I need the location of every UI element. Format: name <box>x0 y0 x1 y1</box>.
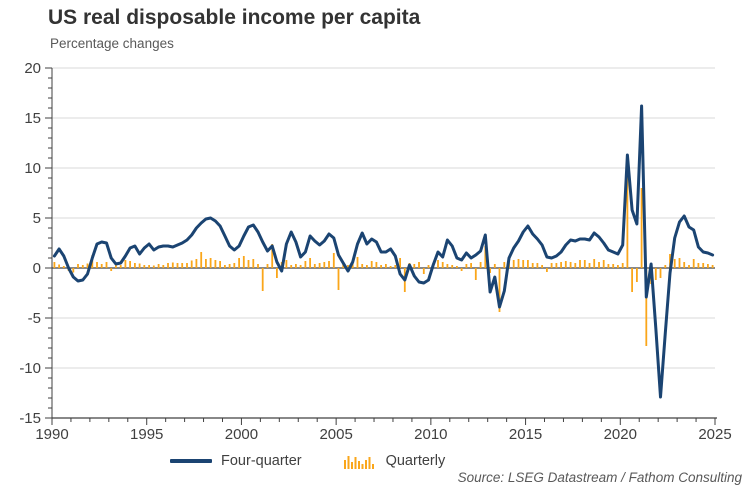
chart-subtitle: Percentage changes <box>50 36 174 51</box>
svg-text:2005: 2005 <box>319 426 352 443</box>
svg-text:2000: 2000 <box>225 426 258 443</box>
svg-text:5: 5 <box>33 210 41 227</box>
svg-text:10: 10 <box>24 160 41 177</box>
svg-text:2025: 2025 <box>698 426 731 443</box>
legend-item-quarterly: Quarterly <box>343 453 446 469</box>
svg-text:2010: 2010 <box>414 426 447 443</box>
quarterly-label: Quarterly <box>385 453 446 469</box>
svg-text:-5: -5 <box>28 310 41 327</box>
svg-text:-10: -10 <box>19 360 41 377</box>
quarterly-bars <box>53 175 714 346</box>
chart-title: US real disposable income per capita <box>48 6 421 29</box>
axes-ticks <box>45 67 717 425</box>
four-quarter-label: Four-quarter <box>221 453 302 469</box>
quarterly-bars-icon <box>343 456 374 469</box>
gridlines <box>52 67 715 369</box>
svg-text:-15: -15 <box>19 410 41 427</box>
svg-text:2015: 2015 <box>509 426 542 443</box>
svg-text:2020: 2020 <box>604 426 637 443</box>
legend: Four-quarter Quarterly <box>170 453 445 469</box>
legend-item-four-quarter: Four-quarter <box>170 453 302 469</box>
four-quarter-line <box>52 104 715 399</box>
four-quarter-line-swatch <box>170 459 212 463</box>
svg-text:20: 20 <box>24 60 41 77</box>
source-note: Source: LSEG Datastream / Fathom Consult… <box>457 470 742 485</box>
svg-text:1990: 1990 <box>35 426 68 443</box>
svg-text:0: 0 <box>33 260 41 277</box>
svg-text:15: 15 <box>24 110 41 127</box>
svg-text:1995: 1995 <box>130 426 163 443</box>
